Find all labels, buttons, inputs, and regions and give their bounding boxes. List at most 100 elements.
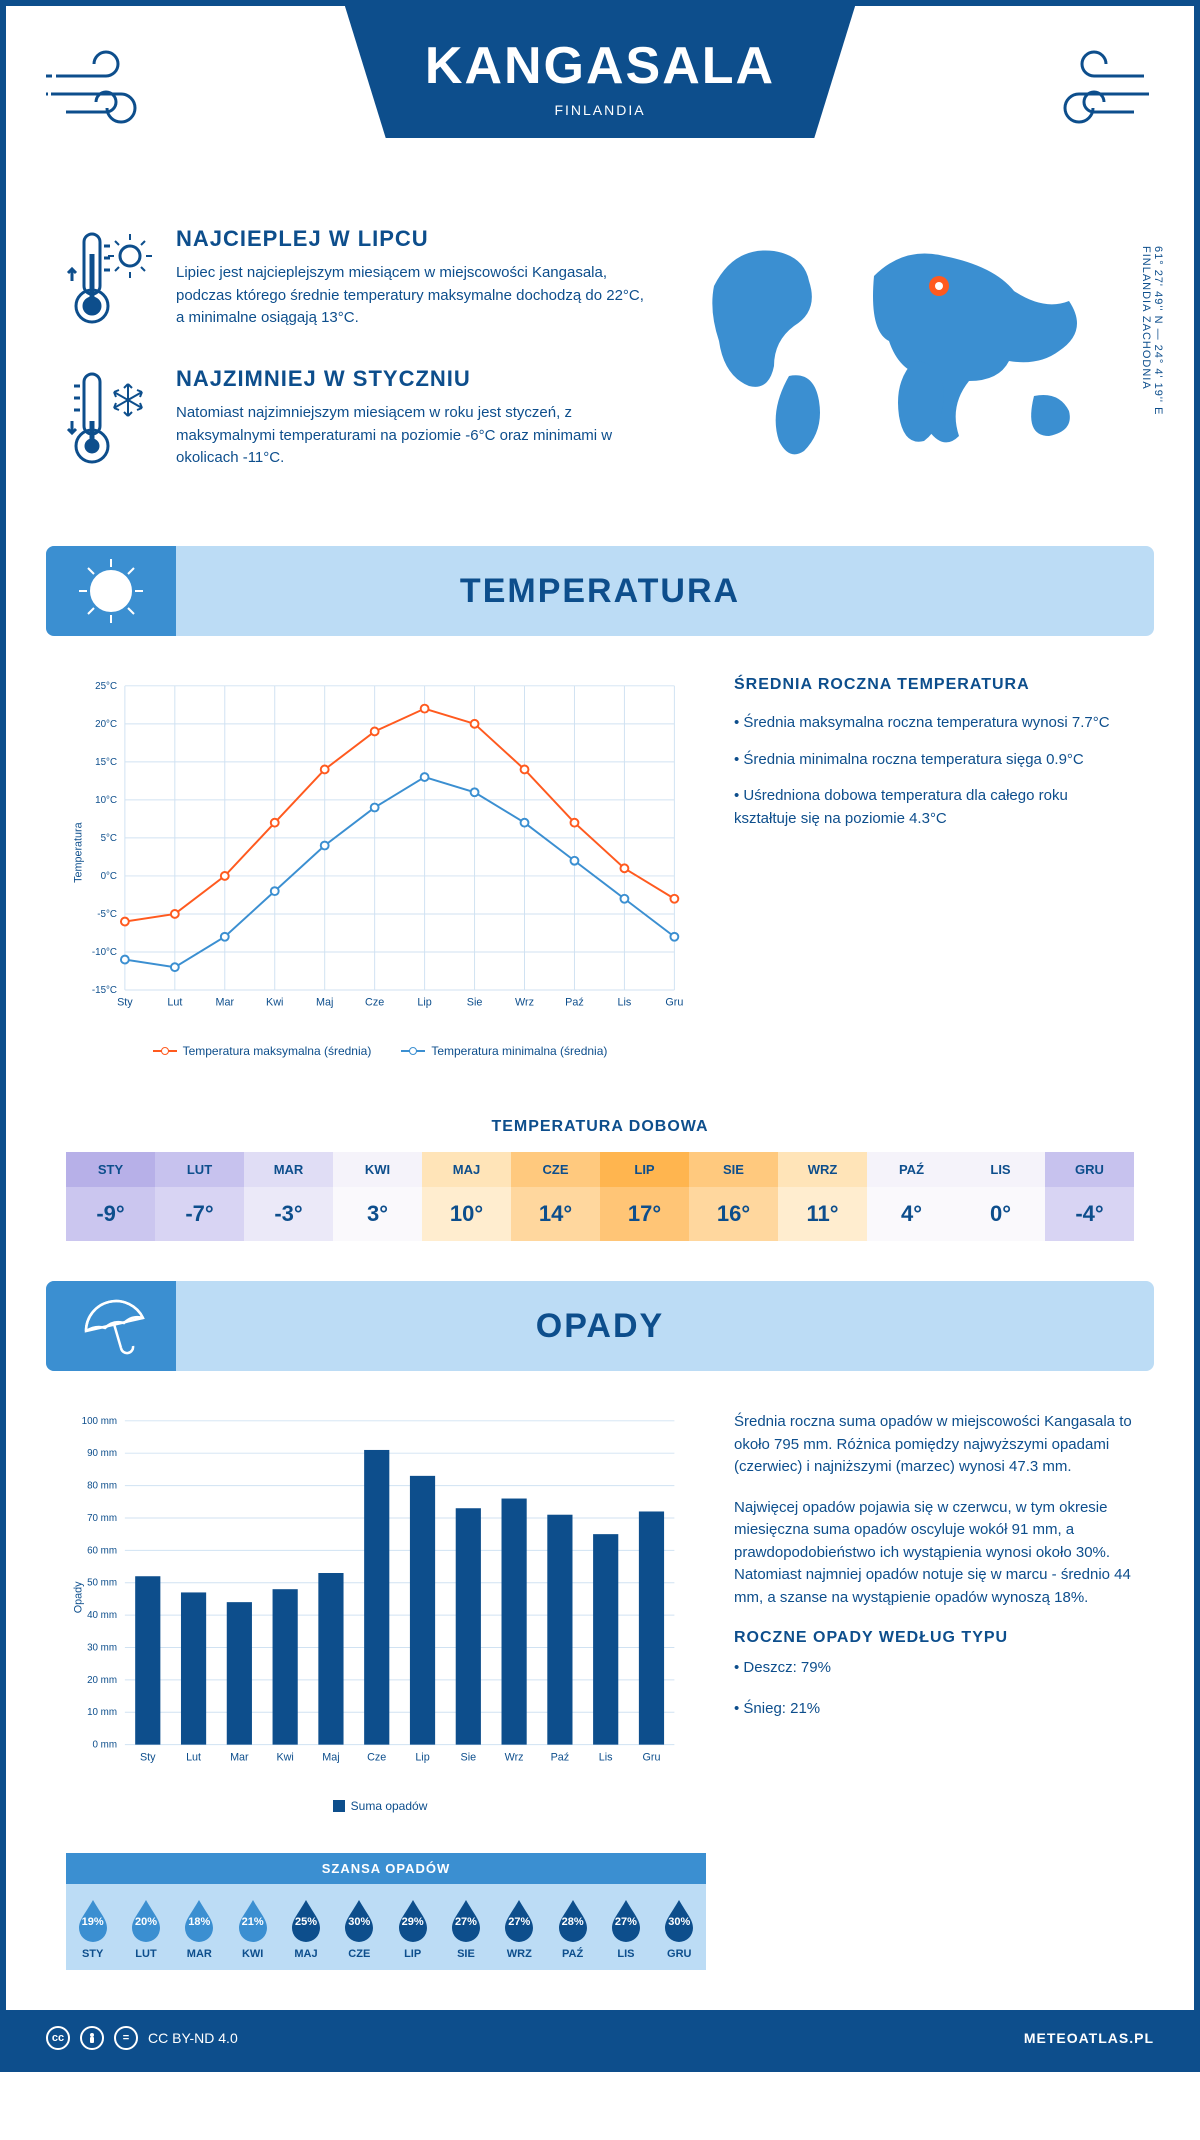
svg-text:Cze: Cze [365,997,384,1009]
svg-text:50 mm: 50 mm [87,1578,117,1589]
precipitation-text: Średnia roczna suma opadów w miejscowośc… [734,1411,1134,1813]
svg-text:Lut: Lut [186,1752,201,1764]
svg-text:Sie: Sie [461,1752,477,1764]
footer-site: METEOATLAS.PL [1024,2030,1154,2046]
svg-text:Opady: Opady [73,1581,85,1613]
svg-text:Kwi: Kwi [276,1752,293,1764]
sun-icon [46,546,176,636]
precipitation-legend: Suma opadów [66,1799,694,1813]
hottest-block: NAJCIEPLEJ W LIPCU Lipiec jest najcieple… [66,226,654,336]
page-title: KANGASALA [425,36,775,96]
svg-text:Wrz: Wrz [505,1752,524,1764]
intro-text-column: NAJCIEPLEJ W LIPCU Lipiec jest najcieple… [66,226,654,506]
daily-cell: SIE16° [689,1152,778,1241]
precipitation-chance-table: SZANSA OPADÓW 19%STY20%LUT18%MAR21%KWI25… [66,1853,706,1970]
precip-paragraph: Najwięcej opadów pojawia się w czerwcu, … [734,1497,1134,1610]
daily-cell: LIP17° [600,1152,689,1241]
precipitation-section-banner: OPADY [46,1281,1154,1371]
temperature-legend: Temperatura maksymalna (średnia) Tempera… [66,1044,694,1058]
temperature-heading: TEMPERATURA [460,572,740,611]
chance-body: 19%STY20%LUT18%MAR21%KWI25%MAJ30%CZE29%L… [66,1884,706,1970]
svg-text:Maj: Maj [322,1752,339,1764]
daily-cell: GRU-4° [1045,1152,1134,1241]
daily-temp-title: TEMPERATURA DOBOWA [6,1118,1194,1136]
svg-text:40 mm: 40 mm [87,1610,117,1621]
daily-cell: WRZ11° [778,1152,867,1241]
svg-text:80 mm: 80 mm [87,1481,117,1492]
chance-cell: 18%MAR [173,1898,226,1960]
daily-cell: PAŹ4° [867,1152,956,1241]
precip-type-item: • Śnieg: 21% [734,1698,1134,1721]
temp-stat-item: • Średnia minimalna roczna temperatura s… [734,749,1134,772]
temp-stats-title: ŚREDNIA ROCZNA TEMPERATURA [734,676,1134,694]
svg-text:Gru: Gru [665,997,683,1009]
coldest-title: NAJZIMNIEJ W STYCZNIU [176,366,654,392]
cc-icon: cc [46,2026,70,2050]
svg-text:100 mm: 100 mm [82,1416,117,1427]
svg-text:Lip: Lip [415,1752,429,1764]
chance-cell: 20%LUT [119,1898,172,1960]
daily-cell: MAR-3° [244,1152,333,1241]
precipitation-content: 0 mm10 mm20 mm30 mm40 mm50 mm60 mm70 mm8… [6,1371,1194,1833]
chance-cell: 30%CZE [333,1898,386,1960]
svg-text:70 mm: 70 mm [87,1513,117,1524]
legend-max: Temperatura maksymalna (średnia) [153,1044,372,1058]
temperature-content: -15°C-10°C-5°C0°C5°C10°C15°C20°C25°CStyL… [6,636,1194,1098]
svg-text:Sty: Sty [117,997,133,1009]
hottest-text: NAJCIEPLEJ W LIPCU Lipiec jest najcieple… [176,226,654,336]
page: KANGASALA FINLANDIA [0,0,1200,2072]
chance-cell: 30%GRU [653,1898,706,1960]
temperature-section-banner: TEMPERATURA [46,546,1154,636]
world-map-icon [694,226,1104,466]
header: KANGASALA FINLANDIA [6,6,1194,206]
header-banner: KANGASALA FINLANDIA [345,6,855,138]
svg-text:90 mm: 90 mm [87,1448,117,1459]
daily-temp-table: STY-9°LUT-7°MAR-3°KWI3°MAJ10°CZE14°LIP17… [66,1152,1134,1241]
legend-min: Temperatura minimalna (średnia) [401,1044,607,1058]
chance-cell: 28%PAŹ [546,1898,599,1960]
svg-text:30 mm: 30 mm [87,1643,117,1654]
svg-text:Sie: Sie [467,997,483,1009]
svg-text:Temperatura: Temperatura [73,822,85,883]
chance-cell: 27%SIE [439,1898,492,1960]
chance-cell: 27%WRZ [493,1898,546,1960]
intro-section: NAJCIEPLEJ W LIPCU Lipiec jest najcieple… [6,206,1194,546]
chance-title: SZANSA OPADÓW [66,1853,706,1884]
svg-text:Lut: Lut [167,997,182,1009]
svg-text:5°C: 5°C [101,833,117,844]
chance-cell: 19%STY [66,1898,119,1960]
daily-cell: STY-9° [66,1152,155,1241]
page-subtitle: FINLANDIA [425,102,775,118]
thermometer-sun-icon [66,226,156,336]
chance-cell: 21%KWI [226,1898,279,1960]
svg-text:Wrz: Wrz [515,997,534,1009]
daily-cell: LUT-7° [155,1152,244,1241]
svg-text:10 mm: 10 mm [87,1707,117,1718]
svg-text:Maj: Maj [316,997,333,1009]
precipitation-bar-chart: 0 mm10 mm20 mm30 mm40 mm50 mm60 mm70 mm8… [66,1411,694,1813]
umbrella-icon [46,1281,176,1371]
thermometer-snow-icon [66,366,156,476]
svg-text:Kwi: Kwi [266,997,283,1009]
svg-text:-15°C: -15°C [92,985,117,996]
coordinates-text: 61° 27' 49'' N — 24° 4' 19'' E FINLANDIA… [1140,246,1164,415]
daily-cell: KWI3° [333,1152,422,1241]
by-icon [80,2026,104,2050]
svg-text:-5°C: -5°C [97,909,117,920]
svg-text:Mar: Mar [215,997,234,1009]
coldest-block: NAJZIMNIEJ W STYCZNIU Natomiast najzimni… [66,366,654,476]
precip-paragraph: Średnia roczna suma opadów w miejscowośc… [734,1411,1134,1479]
svg-text:Lis: Lis [599,1752,613,1764]
svg-text:10°C: 10°C [95,795,117,806]
svg-text:Paź: Paź [551,1752,570,1764]
precip-type-title: ROCZNE OPADY WEDŁUG TYPU [734,1629,1134,1647]
legend-sum: Suma opadów [333,1799,428,1813]
svg-text:Lip: Lip [417,997,431,1009]
chance-cell: 27%LIS [599,1898,652,1960]
svg-text:Paź: Paź [565,997,584,1009]
temperature-line-chart: -15°C-10°C-5°C0°C5°C10°C15°C20°C25°CStyL… [66,676,694,1058]
chance-cell: 25%MAJ [279,1898,332,1960]
chance-cell: 29%LIP [386,1898,439,1960]
temp-stat-item: • Średnia maksymalna roczna temperatura … [734,712,1134,735]
precip-type-item: • Deszcz: 79% [734,1657,1134,1680]
